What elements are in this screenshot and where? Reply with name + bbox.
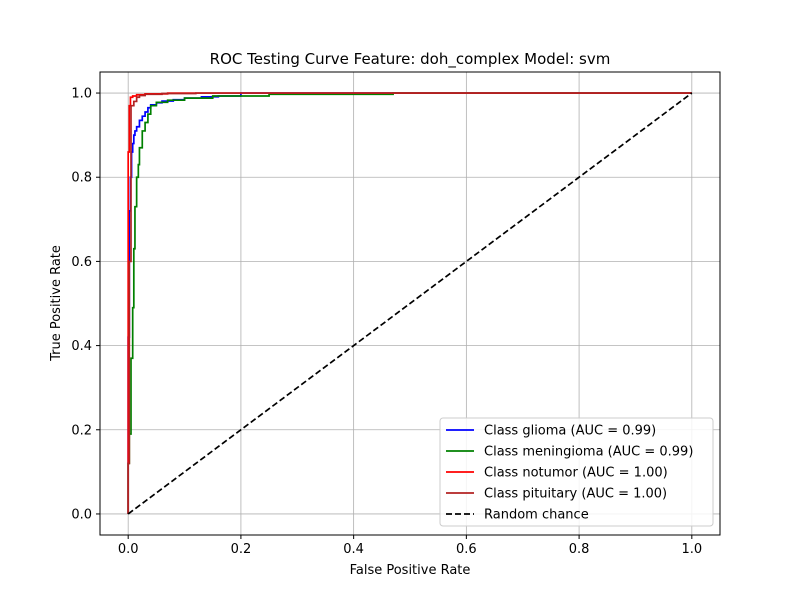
ticks: 0.0 0.2 0.4 0.6 0.8 1.0 0.0 0.2 0.4 0.6 0.8 1.0 <box>71 87 702 557</box>
series-layer <box>127 92 693 515</box>
chart-title: ROC Testing Curve Feature: doh_complex M… <box>210 50 611 69</box>
series-line-1 <box>127 92 692 514</box>
y-tick-label: 0.8 <box>71 171 92 186</box>
legend-label-4: Random chance <box>484 508 589 523</box>
y-tick-label: 0.0 <box>71 507 92 522</box>
x-tick-label: 0.4 <box>343 542 364 557</box>
y-tick-label: 0.4 <box>71 339 92 354</box>
series-line-4 <box>127 92 693 515</box>
x-axis-label: False Positive Rate <box>350 563 471 578</box>
legend: Class glioma (AUC = 0.99) Class meningiom… <box>439 417 714 527</box>
x-tick-label: 0.2 <box>231 542 252 557</box>
plot-frame <box>99 71 721 536</box>
y-tick-label: 0.2 <box>71 423 92 438</box>
legend-box <box>439 417 714 527</box>
x-tick-label: 0.0 <box>118 542 139 557</box>
legend-label-0: Class glioma (AUC = 0.99) <box>484 424 656 439</box>
y-tick-label: 1.0 <box>71 87 92 102</box>
x-tick-label: 1.0 <box>681 542 702 557</box>
y-axis-label: True Positive Rate <box>49 245 64 362</box>
x-tick-label: 0.6 <box>456 542 477 557</box>
legend-label-2: Class notumor (AUC = 1.00) <box>484 466 668 481</box>
series-line-3 <box>127 92 692 514</box>
x-tick-label: 0.8 <box>569 542 590 557</box>
legend-label-3: Class pituitary (AUC = 1.00) <box>484 487 667 502</box>
legend-label-1: Class meningioma (AUC = 0.99) <box>484 445 693 460</box>
y-tick-label: 0.6 <box>71 255 92 270</box>
